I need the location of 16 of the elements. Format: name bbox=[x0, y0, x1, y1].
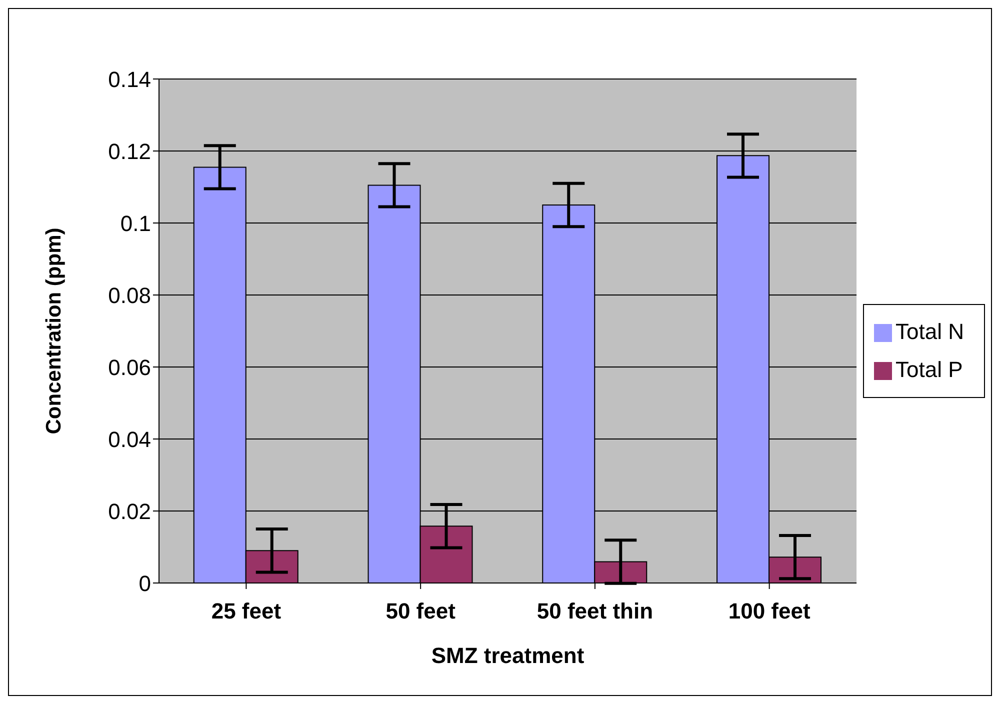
y-axis-title: Concentration (ppm) bbox=[42, 228, 66, 434]
y-tick-label: 0.02 bbox=[108, 498, 151, 524]
y-tick-label: 0.12 bbox=[108, 138, 151, 164]
x-tick-label: 50 feet bbox=[386, 598, 456, 624]
y-tick-label: 0.08 bbox=[108, 282, 151, 308]
legend-label: Total N bbox=[896, 319, 964, 344]
x-tick-label: 100 feet bbox=[728, 598, 811, 624]
legend-label: Total P bbox=[896, 357, 963, 382]
y-tick-label: 0.14 bbox=[108, 66, 151, 92]
y-tick-label: 0.1 bbox=[120, 210, 151, 236]
x-tick-label: 25 feet bbox=[211, 598, 282, 624]
y-tick-label: 0 bbox=[138, 570, 151, 596]
x-axis-title: SMZ treatment bbox=[431, 643, 585, 668]
x-tick-label: 50 feet thin bbox=[536, 598, 654, 624]
y-tick-label: 0.04 bbox=[108, 426, 151, 452]
y-tick-label: 0.06 bbox=[108, 354, 151, 380]
